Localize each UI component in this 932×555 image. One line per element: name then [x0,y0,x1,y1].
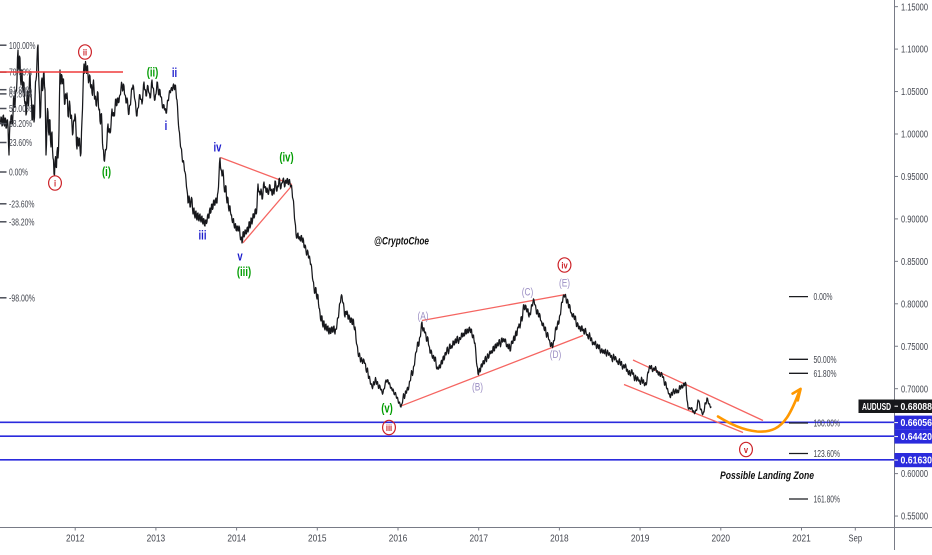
svg-text:0.70000: 0.70000 [901,384,928,395]
svg-text:iii: iii [199,230,207,244]
svg-text:38.20%: 38.20% [9,119,32,130]
svg-text:0.00%: 0.00% [814,292,833,303]
svg-text:50.00%: 50.00% [9,104,32,115]
svg-text:AUDUSD: AUDUSD [862,402,891,413]
svg-text:1.05000: 1.05000 [901,87,928,98]
svg-text:2019: 2019 [631,533,650,545]
svg-text:(i): (i) [102,166,111,180]
svg-text:Sep: Sep [849,533,863,545]
svg-text:(iv): (iv) [279,152,294,166]
svg-text:iv: iv [214,142,223,156]
svg-text:v: v [237,251,243,265]
svg-text:@CryptoChoe: @CryptoChoe [374,236,429,248]
svg-text:0.75000: 0.75000 [901,342,928,353]
svg-text:161.80%: 161.80% [814,495,841,506]
svg-text:(iii): (iii) [237,266,251,280]
svg-text:(A): (A) [417,310,428,322]
svg-text:61.80%: 61.80% [814,369,837,380]
svg-text:(ii): (ii) [147,67,159,81]
svg-text:100.00%: 100.00% [814,419,841,430]
svg-text:123.60%: 123.60% [814,449,841,460]
svg-text:0.61630: 0.61630 [901,456,932,467]
svg-text:-23.60%: -23.60% [9,199,35,210]
svg-text:0.00%: 0.00% [9,168,28,179]
svg-text:1.15000: 1.15000 [901,2,928,13]
svg-text:2018: 2018 [550,533,569,545]
svg-text:(E): (E) [559,277,570,289]
svg-text:0.85000: 0.85000 [901,257,928,268]
svg-text:v: v [744,444,748,455]
svg-text:0.95000: 0.95000 [901,172,928,183]
svg-text:2012: 2012 [66,533,85,545]
svg-text:(C): (C) [522,286,534,298]
svg-text:iv: iv [561,260,568,271]
svg-text:0.60000: 0.60000 [901,469,928,480]
svg-text:Possible Landing Zone: Possible Landing Zone [720,470,814,482]
svg-text:100.00%: 100.00% [9,41,36,52]
svg-text:i: i [165,120,168,134]
svg-text:ii: ii [172,67,177,81]
svg-text:2013: 2013 [147,533,166,545]
svg-text:61.80%: 61.80% [9,90,32,101]
svg-text:-98.00%: -98.00% [9,293,35,304]
svg-text:1.10000: 1.10000 [901,45,928,56]
svg-text:2021: 2021 [792,533,811,545]
svg-text:1.00000: 1.00000 [901,130,928,141]
svg-text:23.60%: 23.60% [9,138,32,149]
svg-text:0.80000: 0.80000 [901,299,928,310]
svg-text:(D): (D) [550,349,562,361]
svg-text:0.64420: 0.64420 [901,432,932,443]
svg-text:ii: ii [83,47,87,58]
svg-text:2015: 2015 [308,533,327,545]
svg-text:2017: 2017 [469,533,488,545]
svg-text:i: i [54,178,56,189]
svg-text:iii: iii [386,422,392,433]
svg-text:(v): (v) [381,402,393,416]
svg-text:0.68088: 0.68088 [901,402,932,413]
svg-text:0.90000: 0.90000 [901,215,928,226]
svg-text:0.66056: 0.66056 [901,418,932,429]
svg-text:2014: 2014 [227,533,246,545]
svg-text:0.55000: 0.55000 [901,512,928,523]
svg-text:2016: 2016 [389,533,408,545]
svg-text:78.60%: 78.60% [9,68,32,79]
svg-text:-38.20%: -38.20% [9,217,35,228]
svg-text:2020: 2020 [712,533,731,545]
svg-text:(B): (B) [472,381,483,393]
svg-text:50.00%: 50.00% [814,355,837,366]
